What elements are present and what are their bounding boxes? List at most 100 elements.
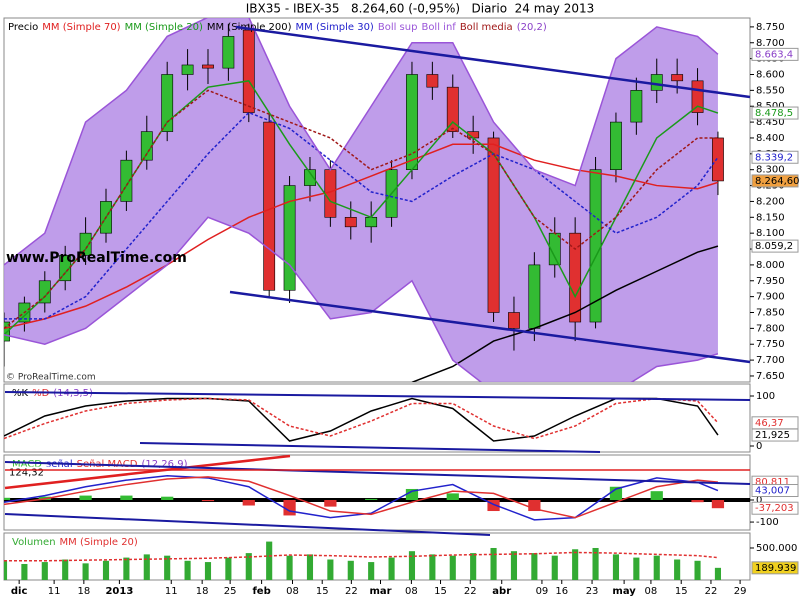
y-tick-label: 8.400 <box>756 133 785 144</box>
legend-params: (20,2) <box>517 22 547 33</box>
price-label: 124,32 <box>9 468 44 479</box>
trend-line <box>139 442 601 453</box>
legend-entry: Boll media <box>460 22 513 33</box>
bar <box>388 557 395 580</box>
x-tick-label: 08 <box>286 586 299 597</box>
y-tick-label: 0 <box>756 495 762 506</box>
price-label: 43,007 <box>755 486 790 497</box>
price-label: 8.339,2 <box>755 152 793 163</box>
x-tick-label: 18 <box>77 586 90 597</box>
bar <box>79 495 92 500</box>
trend-line <box>4 454 291 490</box>
watermark: © ProRealTime.com <box>6 373 96 383</box>
bar <box>405 488 419 500</box>
price-label: 8.059,2 <box>755 241 793 252</box>
x-tick-label: 11 <box>165 586 178 597</box>
candle-body <box>691 80 704 113</box>
trend-line <box>4 391 751 401</box>
x-tick-label: 2013 <box>105 586 133 597</box>
y-tick-label: 100 <box>756 391 775 402</box>
price-label: 8.663,4 <box>755 49 793 60</box>
bar <box>650 491 663 500</box>
x-tick-label: 15 <box>434 586 447 597</box>
x-tick-label: 08 <box>645 586 658 597</box>
trend-line <box>4 513 491 536</box>
bar <box>408 551 416 580</box>
candle-body <box>304 169 316 186</box>
candle-body <box>406 74 418 170</box>
y-tick-label: 500.000 <box>756 543 797 554</box>
y-tick-label: 0 <box>756 441 762 452</box>
line <box>4 143 719 330</box>
x-tick-label: abr <box>492 586 511 597</box>
legend: Volumen MM (Simple 20) <box>12 537 138 548</box>
price-label-box <box>751 428 799 442</box>
bar <box>62 559 69 580</box>
bar <box>487 500 500 512</box>
legend-entry: MACD <box>12 459 42 470</box>
y-tick-label: 8.550 <box>756 85 785 96</box>
bar <box>201 500 215 502</box>
candle-body <box>365 216 378 228</box>
bar <box>21 563 28 580</box>
bar <box>161 496 174 500</box>
legend-entry: Boll sup <box>378 22 418 33</box>
price-label: 80,811 <box>755 477 790 488</box>
x-tick-label: 22 <box>705 586 718 597</box>
y-tick-label: 8.750 <box>756 22 785 33</box>
candle-body <box>446 86 459 132</box>
candle-body <box>283 185 296 291</box>
bar <box>225 557 232 580</box>
bar <box>694 560 701 580</box>
legend-params: (12,26,9) <box>142 459 188 470</box>
legend-entry: MM (Simple 70) <box>42 22 120 33</box>
line <box>4 551 719 562</box>
y-tick-label: 8.450 <box>756 117 785 128</box>
bar <box>429 554 436 580</box>
legend-entry: MM (Simple 20) <box>60 537 138 548</box>
candle-body <box>508 312 520 329</box>
bar <box>446 493 459 500</box>
bar <box>609 486 623 500</box>
bar <box>306 554 314 580</box>
bar <box>572 549 579 580</box>
line <box>4 111 719 320</box>
price-label-box <box>751 106 799 120</box>
trend-line <box>235 25 751 99</box>
line <box>4 474 719 521</box>
candle-body <box>263 121 276 291</box>
candle-body <box>630 90 643 123</box>
legend-entry: %K <box>12 388 29 399</box>
bar <box>674 559 681 580</box>
bar <box>82 563 89 580</box>
y-tick-label: 7.750 <box>756 339 785 350</box>
bar <box>528 500 541 512</box>
price-label: -37,203 <box>755 503 794 514</box>
price-label-box <box>751 150 799 164</box>
bar <box>164 555 171 580</box>
candle-body <box>181 64 194 75</box>
bar <box>551 555 558 580</box>
candle-body <box>79 232 92 256</box>
y-tick-label: 7.900 <box>756 292 785 303</box>
line <box>4 80 719 336</box>
legend-entry: MM (Simple 30) <box>296 22 374 33</box>
candle-body <box>610 121 622 170</box>
bar <box>286 555 293 580</box>
x-tick-label: feb <box>252 586 270 597</box>
candle-body <box>222 36 235 69</box>
y-tick-label: 8.000 <box>756 260 785 271</box>
bar <box>592 547 599 580</box>
y-tick-label: 8.600 <box>756 69 785 80</box>
x-tick-label: 25 <box>224 586 237 597</box>
y-tick-label: 8.200 <box>756 196 785 207</box>
y-tick-label: 7.700 <box>756 355 785 366</box>
candle-body <box>487 137 500 313</box>
candle-body <box>120 159 133 202</box>
x-tick-label: 08 <box>405 586 418 597</box>
bar <box>711 500 725 509</box>
bar <box>242 500 255 506</box>
bar <box>41 562 48 580</box>
bar <box>691 500 704 503</box>
